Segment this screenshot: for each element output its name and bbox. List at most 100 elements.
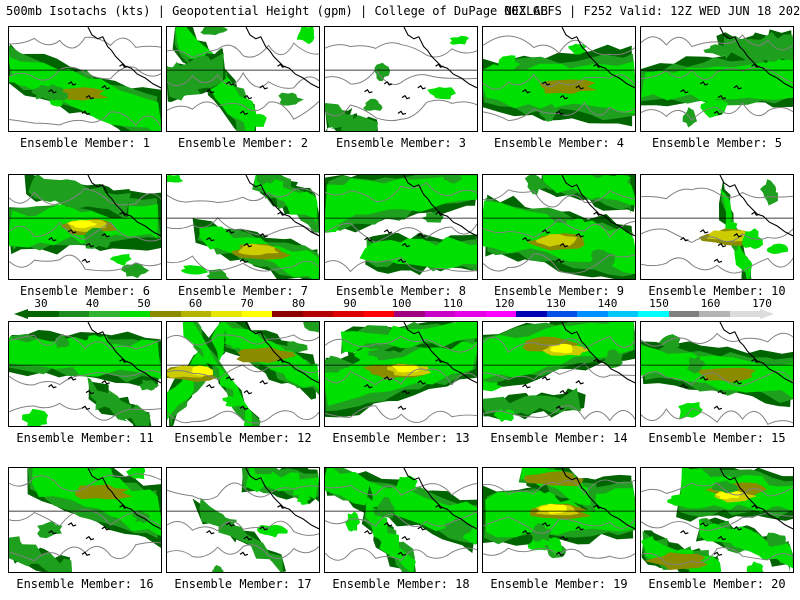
isotach-map-7	[167, 175, 319, 279]
isotach-shading	[49, 203, 70, 218]
isotach-shading	[760, 179, 777, 199]
island-outline	[522, 88, 531, 94]
isotach-shading	[200, 27, 228, 36]
isotach-shading	[483, 381, 503, 392]
island-outline	[417, 526, 426, 531]
island-outline	[397, 405, 407, 411]
isotach-shading	[278, 92, 304, 106]
ensemble-panel-14	[482, 321, 636, 427]
isotach-map-4	[483, 27, 635, 127]
island-outline	[239, 405, 249, 411]
colorbar-swatch	[668, 311, 700, 317]
isotach-shading	[720, 189, 753, 279]
isotach-shading	[562, 217, 588, 233]
height-contour	[9, 36, 161, 49]
island-outline	[699, 376, 709, 381]
isotach-shading	[539, 103, 561, 122]
ensemble-member-label: Ensemble Member: 6	[19, 284, 151, 298]
island-outline	[364, 236, 373, 242]
isotach-map-19	[483, 468, 635, 559]
island-outline	[364, 88, 373, 94]
ensemble-panel-1	[8, 26, 162, 132]
ensemble-panel-6	[8, 174, 162, 280]
isotach-shading	[211, 565, 224, 572]
island-outline	[555, 551, 565, 557]
island-outline	[593, 358, 602, 363]
ensemble-panel-15	[640, 321, 794, 427]
island-outline	[259, 233, 268, 238]
isotach-shading	[167, 52, 225, 101]
height-contour	[167, 520, 319, 536]
island-outline	[81, 258, 91, 264]
height-contour	[167, 100, 319, 120]
island-outline	[751, 504, 760, 509]
island-outline	[713, 551, 723, 557]
colorbar-swatch	[607, 311, 639, 317]
island-outline	[733, 233, 742, 238]
isotach-shading	[87, 377, 151, 426]
island-outline	[85, 535, 95, 541]
island-outline	[243, 535, 253, 541]
island-outline	[699, 81, 709, 86]
island-outline	[67, 376, 77, 381]
isotach-shading	[296, 27, 315, 45]
isotach-shading	[376, 496, 395, 518]
coastline	[245, 468, 319, 530]
isotach-shading	[367, 349, 392, 358]
island-outline	[541, 522, 551, 527]
colorbar-label: 110	[443, 297, 463, 310]
isotach-shading	[746, 561, 764, 572]
ensemble-member-label: Ensemble Member: 7	[177, 284, 309, 298]
island-outline	[383, 376, 393, 381]
isotach-shading	[222, 395, 243, 407]
height-contour	[325, 405, 477, 423]
isotach-shading	[603, 349, 623, 369]
island-outline	[717, 389, 727, 395]
island-outline	[85, 389, 95, 395]
island-outline	[555, 258, 565, 264]
ensemble-member-label: Ensemble Member: 5	[651, 136, 783, 150]
colorbar-swatch	[729, 311, 761, 317]
height-contour	[641, 34, 793, 51]
isotach-shading	[283, 341, 308, 353]
coastline	[561, 27, 635, 89]
isotach-shading	[641, 57, 793, 103]
ensemble-panel-11	[8, 321, 162, 427]
isotach-shading	[545, 537, 563, 556]
island-outline	[559, 94, 569, 100]
island-outline	[699, 522, 709, 527]
island-outline	[593, 504, 602, 509]
coastline	[719, 322, 793, 384]
height-contour	[325, 68, 477, 86]
height-contour	[167, 217, 319, 237]
island-outline	[277, 504, 286, 509]
chart-header: 500mb Isotachs (kts) | Geopotential Heig…	[6, 4, 800, 22]
isotach-shading	[695, 367, 756, 383]
ensemble-panel-5	[640, 26, 794, 132]
height-contour	[483, 73, 635, 90]
island-outline	[593, 63, 602, 68]
island-outline	[206, 88, 215, 94]
height-contour	[483, 547, 635, 559]
height-contour	[9, 370, 161, 386]
height-contour	[483, 35, 635, 56]
island-outline	[559, 242, 569, 248]
height-contour	[641, 547, 793, 565]
island-outline	[717, 242, 727, 248]
height-contour	[167, 544, 319, 559]
island-outline	[364, 383, 373, 389]
colorbar-label: 160	[700, 297, 721, 310]
isotach-map-18	[325, 468, 477, 572]
isotach-shading	[359, 236, 477, 270]
coastline	[561, 175, 635, 237]
height-contour	[641, 257, 793, 274]
isotach-shading	[325, 355, 352, 373]
island-outline	[417, 233, 426, 238]
isotach-shading	[303, 322, 319, 333]
colorbar-swatch	[424, 311, 456, 317]
island-outline	[259, 380, 268, 385]
coastline	[561, 322, 635, 384]
height-contour	[641, 512, 793, 531]
isotach-shading	[22, 408, 48, 426]
island-outline	[81, 110, 91, 116]
